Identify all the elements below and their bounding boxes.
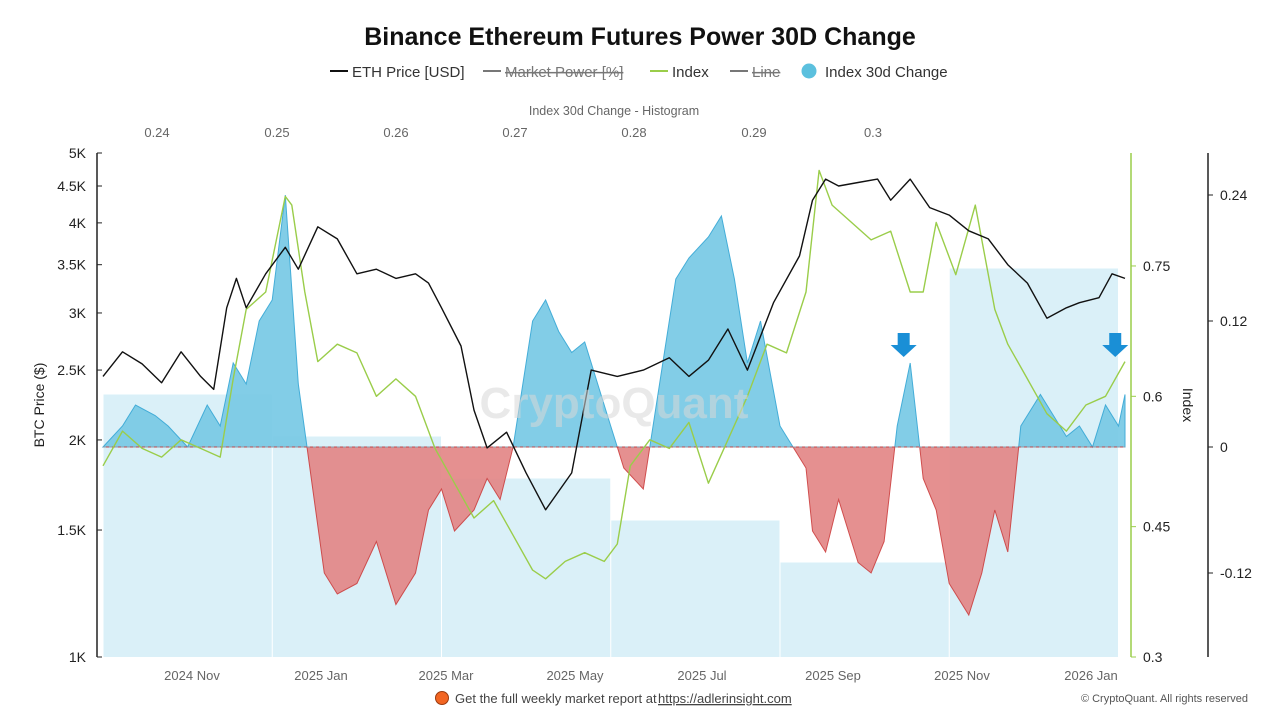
copyright: © CryptoQuant. All rights reserved <box>1081 693 1248 705</box>
x-tick-label: 2026 Jan <box>1064 668 1118 683</box>
footer: Get the full weekly market report at htt… <box>435 691 1248 706</box>
left-tick-label: 2K <box>69 432 87 448</box>
legend-item-2[interactable]: Index <box>650 64 709 81</box>
series-lines <box>102 169 1126 580</box>
index-tick-label: 0.45 <box>1143 519 1170 535</box>
footer-link[interactable]: https://adlerinsight.com <box>658 691 792 706</box>
index-30d-change-area <box>101 194 1126 617</box>
legend-item-0[interactable]: ETH Price [USD] <box>330 64 465 81</box>
left-tick-label: 4.5K <box>57 178 86 194</box>
x-tick-label: 2025 Mar <box>419 668 475 683</box>
left-axis-label: BTC Price ($) <box>31 363 47 448</box>
change-tick-label: 0.24 <box>1220 187 1247 203</box>
footer-text: Get the full weekly market report at <box>455 691 657 706</box>
histogram-bar-3 <box>611 520 780 657</box>
legend-item-3[interactable]: Line <box>730 64 780 81</box>
histogram-tick-label: 0.29 <box>741 125 766 140</box>
histogram-tick-label: 0.25 <box>264 125 289 140</box>
x-tick-label: 2025 Sep <box>805 668 861 683</box>
legend-item-1[interactable]: Market Power [%] <box>483 64 623 81</box>
left-tick-label: 5K <box>69 145 87 161</box>
report-dot-icon <box>435 691 449 705</box>
legend-label: ETH Price [USD] <box>352 64 465 81</box>
histogram-tick-label: 0.26 <box>383 125 408 140</box>
histogram-tick-label: 0.28 <box>621 125 646 140</box>
legend: ETH Price [USD] Market Power [%] Index Line… <box>330 63 948 82</box>
index-line <box>102 169 1126 580</box>
tick-labels: 5K 4.5K 4K 3.5K 3K 2.5K 2K 1.5K 1K 0.75 0.6 0.45 0.3… <box>57 125 1252 683</box>
change-tick-label: 0 <box>1220 439 1228 455</box>
legend-label: Market Power [%] <box>505 64 623 81</box>
legend-label: Line <box>752 64 780 81</box>
x-tick-label: 2025 May <box>546 668 604 683</box>
x-tick-label: 2025 Jul <box>677 668 726 683</box>
histogram-tick-label: 0.3 <box>864 125 882 140</box>
index-tick-label: 0.3 <box>1143 649 1163 665</box>
chart-title: Binance Ethereum Futures Power 30D Chang… <box>364 23 916 51</box>
change-tick-label: -0.12 <box>1220 565 1252 581</box>
watermark: CryptoQuant <box>480 379 749 428</box>
x-tick-label: 2025 Nov <box>934 668 990 683</box>
histogram-title: Index 30d Change - Histogram <box>529 104 699 118</box>
annotations <box>890 333 1129 357</box>
index-tick-label: 0.6 <box>1143 388 1163 404</box>
left-tick-label: 1.5K <box>57 522 86 538</box>
eth-price-line <box>102 178 1126 511</box>
x-tick-label: 2024 Nov <box>164 668 220 683</box>
legend-item-4[interactable]: Index 30d Change <box>801 63 948 82</box>
histogram-tick-label: 0.24 <box>144 125 169 140</box>
index-tick-label: 0.75 <box>1143 258 1170 274</box>
left-tick-label: 2.5K <box>57 362 86 378</box>
left-tick-label: 1K <box>69 649 87 665</box>
x-tick-label: 2025 Jan <box>294 668 348 683</box>
left-tick-label: 4K <box>69 215 87 231</box>
histogram-bar-4 <box>780 562 949 657</box>
legend-label: Index <box>672 64 709 81</box>
left-tick-label: 3K <box>69 305 87 321</box>
legend-marker-dot <box>801 63 817 79</box>
arrow-down-icon <box>1102 333 1129 357</box>
change-tick-label: 0.12 <box>1220 313 1247 329</box>
legend-label: Index 30d Change <box>825 64 948 81</box>
index-axis-label: Index <box>1180 388 1196 422</box>
left-tick-label: 3.5K <box>57 257 86 273</box>
change-area-negative <box>103 446 1125 617</box>
histogram-tick-label: 0.27 <box>502 125 527 140</box>
arrow-down-icon <box>890 333 917 357</box>
